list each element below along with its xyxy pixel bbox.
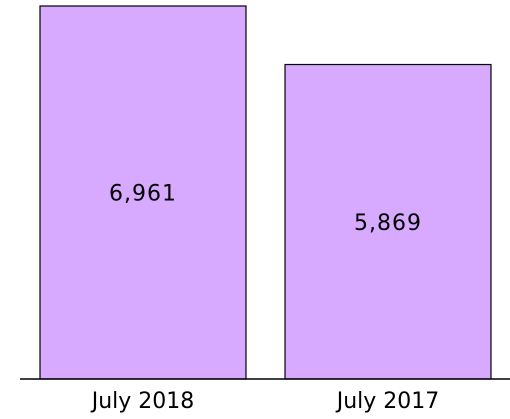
value-labels-group: 6,961 5,869 — [109, 182, 422, 236]
x-tick-label-1: July 2017 — [335, 389, 440, 414]
bars-group — [39, 5, 492, 380]
bar-value-label-1: 5,869 — [354, 211, 422, 236]
x-tick-label-0: July 2018 — [90, 389, 195, 414]
bar-value-label-0: 6,961 — [109, 182, 177, 207]
x-tick-labels-group: July 2018 July 2017 — [90, 389, 440, 414]
bar-1 — [284, 63, 492, 380]
bar-0 — [39, 5, 247, 380]
